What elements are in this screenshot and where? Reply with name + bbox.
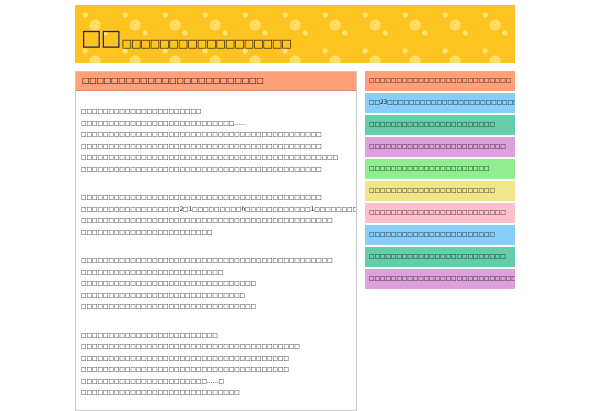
article-line: □□□□□□□□□□□□□□□□□□□□□□□□□□: [81, 268, 224, 276]
article-line: □□□□□□□□□□□□□□□□□□□□□□□□□□□□□□□□: [81, 303, 257, 310]
sidebar-link-1[interactable]: □□□□□□□□□□□□□□□□□□□□□□□□□□: [365, 71, 515, 91]
article-line: □□□□□□□□□□□□□□□□□□□□□□□□□□□□□□□□□□□□□□□□: [81, 343, 300, 350]
article-line: □□□□□□□□□□□□□□□□□□□□□□□□□: [81, 331, 218, 339]
article-line: □□□□□□□□□□□□□□□□□□□□□□□□□□□□□□□□□□□□□□□□…: [81, 217, 333, 224]
sidebar-link-3[interactable]: □□□□□□□□□□□□□□□□□□□□□□□: [365, 115, 515, 135]
sidebar-link-4[interactable]: □□□□□□□□□□□□□□□□□□□□□□□□□: [365, 137, 515, 157]
article-line: □□□□□□□□□□□□□□□□□□2□1□□□□□□□□□h□□□□□□□□□…: [81, 205, 356, 213]
article-paragraph: □□□□□□□□□□□□□□□□□□□□□□ □□□□□□□□□□□□□□□□□□…: [81, 106, 356, 175]
article-line: □□□□□□□□□□□□□□□□□□□□□□□□: [81, 228, 213, 236]
article-line: □□□□□□□□□□□□□□□□□□□□□□□□□□□□□: [81, 389, 240, 396]
article-line: □□□□□□□□□□□□□□□□□□□□□□□□□□□□□□□□□□□□□□□□…: [81, 194, 322, 201]
site-title[interactable]: □□ □□□□□□□□□□□□□□□□□□: [81, 26, 292, 51]
sidebar-link-6[interactable]: □□□□□□□□□□□□□□□□□□□□□□□: [365, 181, 515, 201]
article-line: □□□□□□□□□□□□□□□□□□□□□□□□□□□□□□□□□□□□□□□□…: [81, 165, 322, 173]
sidebar-link-7[interactable]: □□□□□□□□□□□□□□□□□□□□□□□□□: [365, 203, 515, 223]
article-line: □□□□□□□□□□□□□□□□□□□□□□□□□□□□□□□□□□□□□□: [81, 366, 289, 373]
sidebar-link-9[interactable]: □□□□□□□□□□□□□□□□□□□□□□□□□: [365, 247, 515, 267]
sidebar: □□□□□□□□□□□□□□□□□□□□□□□□□□ □□23□□□□□□□□□□…: [365, 71, 515, 291]
article-paragraph: □□□□□□□□□□□□□□□□□□□□□□□□□□□□□□□□□□□□□□□□…: [81, 330, 356, 399]
article-line: □□□□□□□□□□□□□□□□□□□□□□□□□□□□□□□□□□□□□□□□…: [81, 154, 339, 161]
article-line: □□□□□□□□□□□□□□□□□□□□□□□□□□□□□□□□: [81, 280, 257, 287]
article-line: □□□□□□□□□□□□□□□□□□□□□□□□□□□□□□: [81, 291, 246, 299]
article-line: □□□□□□□□□□□□□□□□□□□□□□: [81, 108, 202, 115]
site-title-main[interactable]: □□: [81, 26, 122, 51]
article-line: □□□□□□□□□□□□□□□□□□□□□□□□□□□□……: [81, 119, 246, 127]
sidebar-link-10[interactable]: □□□□□□□□□□□□□□□□□□□□□□□□□□□□□: [365, 269, 515, 289]
article-body: □□□□□□□□□□□□□□□□□□□□□□ □□□□□□□□□□□□□□□□□□…: [76, 91, 356, 399]
sidebar-link-8[interactable]: □□□□□□□□□□□□□□□□□□□□□□□: [365, 225, 515, 245]
site-header: □□ □□□□□□□□□□□□□□□□□□: [75, 5, 515, 63]
article-line: □□□□□□□□□□□□□□□□□□□□□□□□□□□□□□□□□□□□□□□□…: [81, 257, 333, 264]
article-line: □□□□□□□□□□□□□□□□□□□□□□□□□□□□□□□□□□□□□□□□…: [81, 142, 322, 150]
article-title: □□□□□□□□□□□□□□□□□□□□□□□□□: [76, 72, 356, 91]
sidebar-link-2[interactable]: □□23□□□□□□□□□□□□□□□□□□□□□□□□□: [365, 93, 515, 113]
main-article: □□□□□□□□□□□□□□□□□□□□□□□□□ □□□□□□□□□□□□□□…: [75, 71, 357, 411]
article-line: □□□□□□□□□□□□□□□□□□□□□□□……□: [81, 377, 224, 385]
article-line: □□□□□□□□□□□□□□□□□□□□□□□□□□□□□□□□□□□□□□□□…: [81, 131, 322, 138]
article-paragraph: □□□□□□□□□□□□□□□□□□□□□□□□□□□□□□□□□□□□□□□□…: [81, 255, 356, 313]
sidebar-link-5[interactable]: □□□□□□□□□□□□□□□□□□□□□□: [365, 159, 515, 179]
site-title-sub[interactable]: □□□□□□□□□□□□□□□□□□: [121, 37, 292, 50]
article-paragraph: □□□□□□□□□□□□□□□□□□□□□□□□ □□□□□□□□□□□□□□□□…: [81, 192, 356, 238]
article-line: □□□□□□□□□□□□□□□□□□□□□□□□□□□□□□□□□□□□□□: [81, 354, 289, 362]
